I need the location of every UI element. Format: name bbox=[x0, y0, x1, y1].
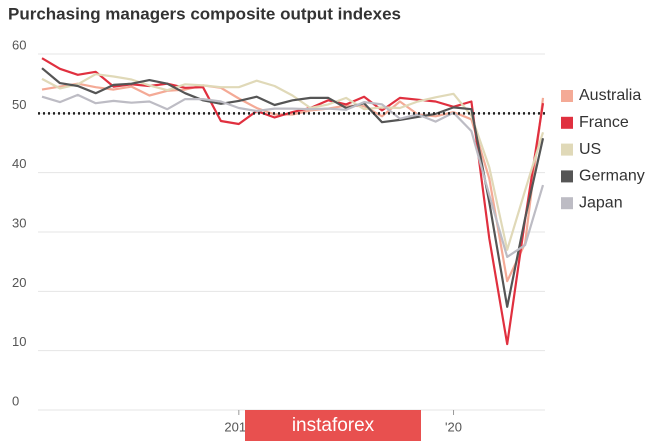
legend-swatch bbox=[561, 143, 573, 156]
y-tick-label: 20 bbox=[12, 275, 26, 290]
watermark-box bbox=[245, 410, 421, 441]
legend: Australia France US Germany Japan bbox=[561, 87, 645, 211]
chart-title: Purchasing managers composite output ind… bbox=[8, 4, 401, 23]
legend-swatch bbox=[561, 116, 573, 129]
series-line bbox=[41, 73, 545, 251]
y-tick-label: 30 bbox=[12, 215, 26, 230]
y-tick-label: 0 bbox=[12, 393, 19, 408]
watermark: instaforex bbox=[292, 415, 375, 436]
legend-swatch bbox=[561, 170, 573, 183]
x-tick-label: '20 bbox=[445, 419, 462, 434]
y-tick-label: 40 bbox=[12, 156, 26, 171]
legend-label: Australia bbox=[579, 87, 641, 104]
series-line bbox=[41, 93, 545, 258]
legend-swatch bbox=[561, 197, 573, 210]
y-tick-label: 60 bbox=[12, 37, 26, 52]
legend-label: France bbox=[579, 114, 629, 131]
y-tick-label: 10 bbox=[12, 334, 26, 349]
legend-swatch bbox=[561, 90, 573, 102]
legend-label: US bbox=[579, 141, 601, 158]
legend-label: Germany bbox=[579, 168, 645, 185]
y-tick-label: 50 bbox=[12, 97, 26, 112]
series-line bbox=[41, 67, 545, 308]
legend-label: Japan bbox=[579, 194, 623, 211]
lines bbox=[38, 57, 545, 346]
